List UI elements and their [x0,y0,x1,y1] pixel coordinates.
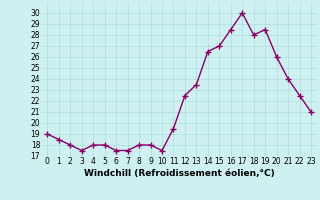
X-axis label: Windchill (Refroidissement éolien,°C): Windchill (Refroidissement éolien,°C) [84,169,275,178]
